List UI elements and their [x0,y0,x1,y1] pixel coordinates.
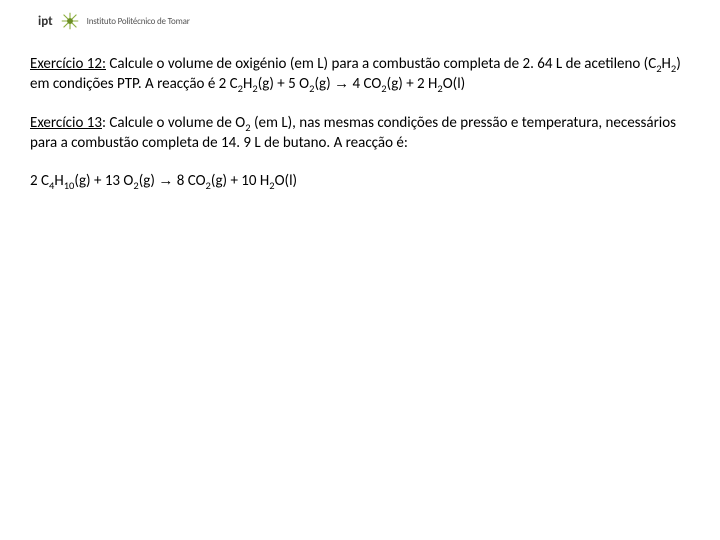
arrow-icon: → [158,172,173,189]
exercise-12: Exercício 12: Calcule o volume de oxigén… [30,54,690,95]
exercise-12-label: Exercício 12: [30,55,106,73]
exercise-13-label: Exercício 13 [30,114,102,132]
exercise-12-text: Calcule o volume de oxigénio (em L) para… [30,55,681,93]
ipt-label: ipt [38,14,53,29]
exercise-13: Exercício 13: Calcule o volume de O2 (em… [30,113,690,154]
exercise-13-equation: 2 C4H10(g) + 13 O2(g) → 8 CO2(g) + 10 H2… [30,171,690,191]
institution-header: ipt Instituto Politécnico de Tomar [38,10,690,32]
ipt-logo-icon [59,10,81,32]
document-page: ipt Instituto Politécnico de Tomar Exerc… [0,0,720,540]
institution-name: Instituto Politécnico de Tomar [87,16,190,27]
arrow-icon: → [334,75,349,92]
exercise-13-text: : Calcule o volume de O2 (em L), nas mes… [30,114,676,152]
